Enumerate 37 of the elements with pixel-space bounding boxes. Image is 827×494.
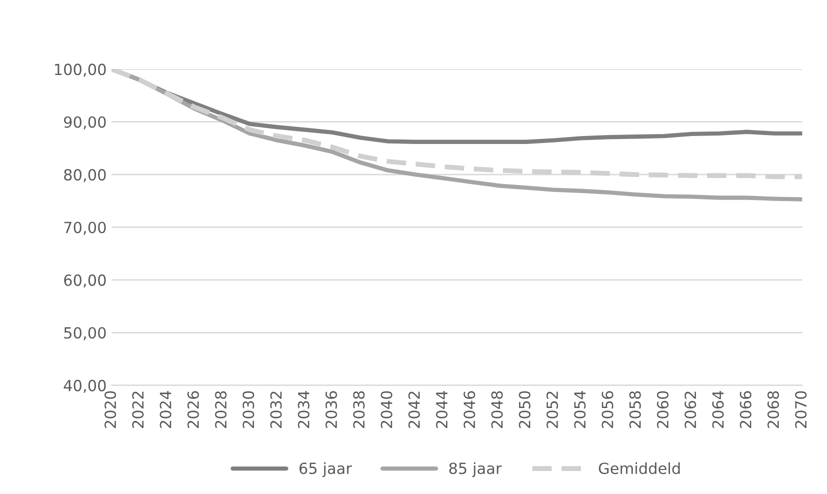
x-tick-label: 2036	[325, 391, 338, 428]
x-tick-label: 2046	[464, 391, 476, 428]
x-tick-label: 2040	[380, 391, 392, 428]
x-tick-label: 2056	[602, 391, 614, 428]
x-tick-label: 2038	[353, 391, 365, 428]
x-tick-label: 2044	[436, 391, 448, 428]
x-tick-label: 2062	[684, 392, 696, 428]
y-tick-label: 40,00	[64, 380, 106, 393]
x-tick-label: 2058	[629, 391, 641, 428]
y-tick-label: 80,00	[64, 169, 106, 182]
x-tick-label: 2028	[215, 391, 227, 428]
x-tick-label: 2066	[740, 391, 752, 428]
x-tick-label: 2048	[491, 391, 503, 428]
x-tick-label: 2032	[270, 392, 282, 428]
legend-label: 85 jaar	[449, 462, 502, 478]
x-tick-label: 2030	[242, 391, 254, 428]
x-tick-label: 2050	[518, 391, 530, 428]
y-tick-label: 70,00	[64, 222, 106, 235]
y-tick-label: 100,00	[55, 64, 106, 77]
line-series	[112, 69, 802, 180]
y-tick-label: 90,00	[64, 116, 106, 130]
x-tick-label: 2034	[298, 391, 310, 428]
x-tick-label: 2026	[187, 391, 199, 428]
y-tick-label: 60,00	[64, 274, 106, 288]
x-tick-label: 2068	[767, 391, 779, 428]
x-tick-label: 2070	[795, 391, 807, 428]
x-tick-label: 2052	[546, 392, 558, 428]
x-tick-label: 2064	[712, 391, 724, 428]
x-tick-label: 2042	[408, 392, 420, 428]
x-tick-label: 2060	[656, 391, 669, 428]
x-tick-label: 2054	[574, 391, 586, 428]
legend-label: 65 jaar	[299, 462, 352, 478]
x-tick-label: 2024	[160, 391, 172, 428]
x-tick-label: 2020	[104, 391, 116, 428]
x-tick-label: 2022	[132, 392, 144, 428]
legend-label: Gemiddeld	[598, 462, 680, 474]
y-tick-label: 50,00	[64, 327, 106, 340]
